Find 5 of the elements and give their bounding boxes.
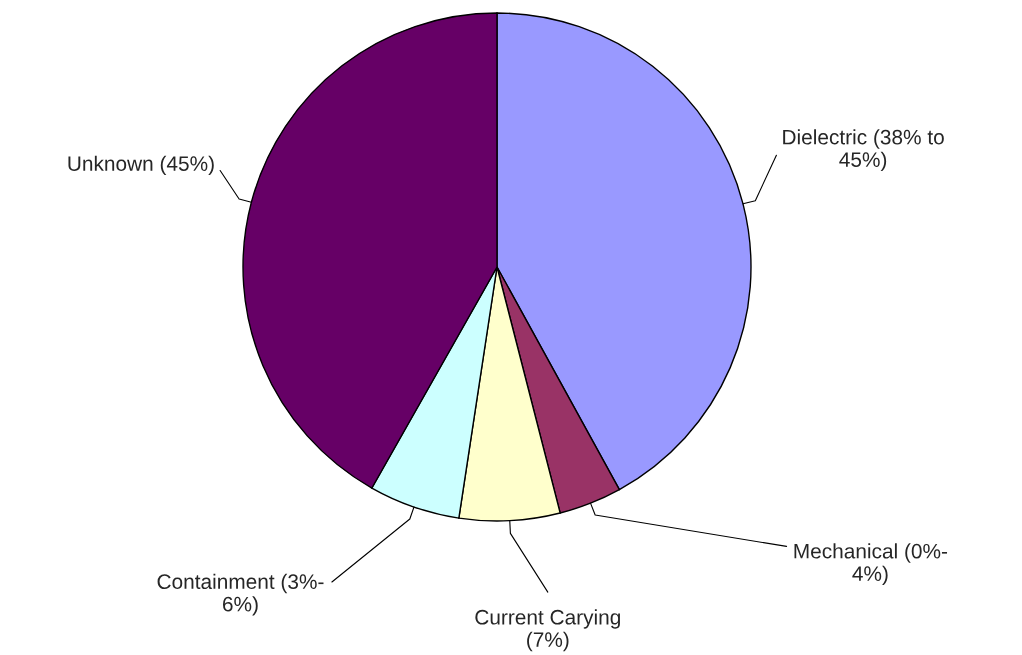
slice-label: Dielectric (38% to 45%) <box>783 129 944 172</box>
slice-label: Unknown (45%) <box>68 155 214 176</box>
slice-label: Mechanical (0%- 4%) <box>794 543 948 586</box>
slice-label: Containment (3%- 6%) <box>157 573 324 616</box>
slice-label: Current Carying (7%) <box>475 609 620 652</box>
